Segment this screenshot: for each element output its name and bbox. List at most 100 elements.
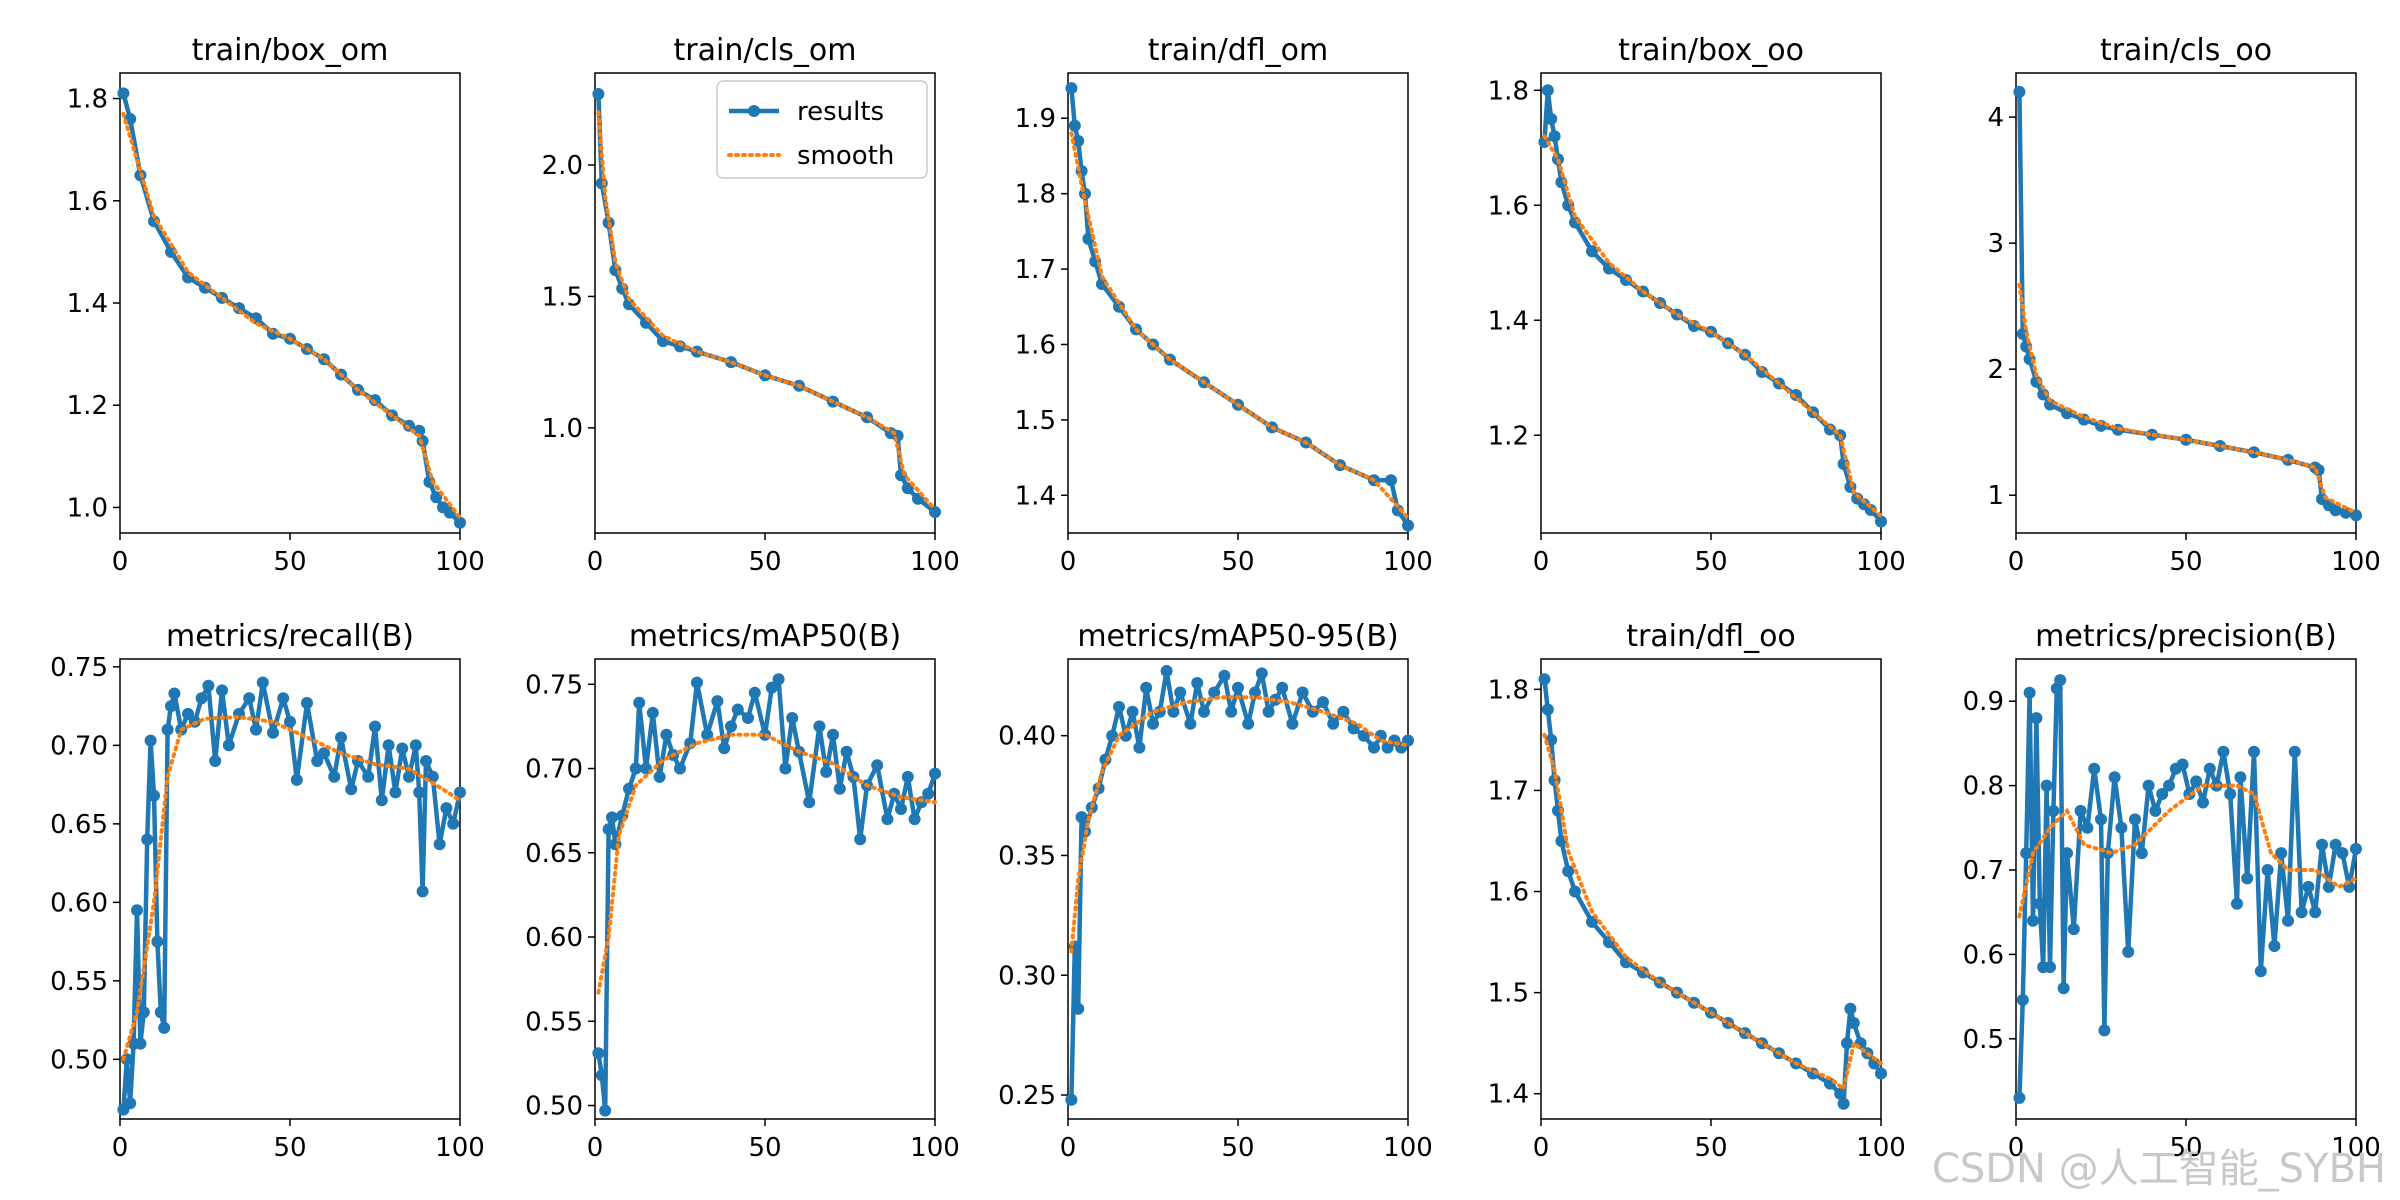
chart-title: train/cls_om bbox=[674, 33, 857, 68]
results-point bbox=[2057, 982, 2070, 995]
results-point bbox=[929, 506, 941, 518]
results-point bbox=[1834, 1087, 1847, 1100]
results-point bbox=[2074, 804, 2087, 817]
x-tick-label: 0 bbox=[112, 547, 129, 577]
results-point bbox=[881, 813, 894, 826]
x-tick-label: 0 bbox=[587, 547, 604, 577]
results-point bbox=[1837, 1097, 1850, 1110]
chart-title: train/dfl_om bbox=[1148, 33, 1328, 68]
results-point bbox=[416, 885, 429, 898]
results-point bbox=[1347, 722, 1360, 735]
y-tick-label: 1.8 bbox=[67, 85, 108, 115]
results-point bbox=[369, 394, 381, 407]
y-tick-label: 1.5 bbox=[1015, 406, 1056, 436]
results-point bbox=[2275, 847, 2288, 860]
y-tick-label: 2.0 bbox=[542, 151, 583, 181]
smooth-line bbox=[2017, 282, 2358, 515]
smooth-line bbox=[121, 111, 462, 520]
y-tick-label: 0.65 bbox=[50, 810, 108, 840]
results-point bbox=[1357, 729, 1370, 742]
results-point bbox=[1847, 1017, 1860, 1029]
results-point bbox=[1868, 1057, 1881, 1070]
x-tick-label: 0 bbox=[2008, 547, 2025, 577]
x-tick-label: 100 bbox=[1383, 1133, 1433, 1163]
results-point bbox=[182, 707, 194, 720]
smooth-line bbox=[121, 715, 462, 1062]
results-point bbox=[1191, 677, 1204, 689]
results-point bbox=[2309, 906, 2322, 919]
results-point bbox=[1562, 865, 1575, 878]
results-line bbox=[121, 92, 462, 525]
results-point bbox=[1065, 82, 1078, 95]
x-tick-label: 0 bbox=[112, 1133, 129, 1163]
y-tick-label: 1.4 bbox=[1488, 306, 1529, 336]
results-point bbox=[362, 770, 375, 783]
smooth-line bbox=[1069, 131, 1410, 520]
axes-frame bbox=[1540, 72, 1882, 534]
smooth-line bbox=[596, 110, 937, 512]
results-point bbox=[1368, 741, 1380, 754]
results-point bbox=[2098, 1024, 2111, 1037]
y-tick-label: 1.0 bbox=[542, 414, 583, 444]
results-point bbox=[701, 728, 714, 741]
results-point bbox=[2013, 85, 2026, 98]
y-tick-label: 0.50 bbox=[525, 1092, 583, 1122]
y-tick-label: 0.70 bbox=[50, 731, 108, 761]
results-point bbox=[2190, 775, 2203, 788]
results-point bbox=[922, 787, 935, 800]
results-point bbox=[311, 755, 324, 767]
y-tick-label: 0.9 bbox=[1963, 687, 2004, 717]
y-tick-label: 1.7 bbox=[1015, 255, 1056, 285]
results-point bbox=[1140, 681, 1153, 694]
results-point bbox=[2180, 433, 2192, 446]
panel-train-dfl-oo: train/dfl_oo 0 50 100 1.4 1.5 1.6 1.7 1.8 bbox=[1488, 619, 1906, 1163]
results-line bbox=[2017, 91, 2357, 518]
results-point bbox=[1072, 134, 1085, 147]
results-point bbox=[2248, 745, 2260, 758]
y-tick-label: 0.60 bbox=[50, 888, 108, 918]
results-point bbox=[2203, 762, 2216, 775]
results-point bbox=[2234, 771, 2247, 784]
results-point bbox=[1113, 700, 1125, 713]
results-point bbox=[1262, 705, 1275, 718]
x-tick-label: 50 bbox=[2169, 1133, 2202, 1163]
results-point bbox=[1276, 681, 1289, 694]
results-point bbox=[389, 786, 402, 799]
results-point bbox=[623, 298, 635, 311]
x-tick-label: 100 bbox=[910, 1133, 960, 1163]
legend-results-marker bbox=[748, 105, 760, 117]
y-tick-label: 1 bbox=[1987, 481, 2004, 511]
results-point bbox=[2231, 897, 2243, 910]
results-line bbox=[1542, 678, 1883, 1107]
results-point bbox=[420, 755, 432, 767]
results-point bbox=[599, 1104, 612, 1117]
x-tick-label: 0 bbox=[1060, 1133, 1077, 1163]
y-tick-label: 0.7 bbox=[1963, 856, 2004, 886]
results-point bbox=[2302, 880, 2315, 893]
results-point bbox=[833, 782, 846, 795]
x-tick-label: 50 bbox=[2169, 547, 2202, 577]
results-point bbox=[602, 823, 615, 836]
results-point bbox=[1147, 717, 1159, 730]
results-point bbox=[871, 759, 884, 772]
results-point bbox=[1218, 669, 1231, 682]
results-point bbox=[1327, 717, 1340, 730]
y-tick-label: 3 bbox=[1987, 229, 2004, 259]
axes-frame bbox=[119, 72, 461, 534]
results-point bbox=[243, 692, 256, 705]
results-point bbox=[2214, 440, 2226, 452]
results-point bbox=[1255, 667, 1268, 680]
y-tick-label: 1.6 bbox=[1488, 878, 1529, 908]
y-tick-label: 0.30 bbox=[998, 961, 1056, 991]
chart-title: train/box_oo bbox=[1618, 33, 1804, 68]
results-point bbox=[144, 734, 157, 747]
y-tick-label: 1.4 bbox=[1488, 1080, 1529, 1110]
y-tick-label: 0.25 bbox=[998, 1081, 1056, 1111]
chart-title: metrics/mAP50-95(B) bbox=[1077, 619, 1398, 654]
results-point bbox=[2030, 712, 2043, 725]
y-tick-label: 1.6 bbox=[1488, 191, 1529, 221]
x-tick-label: 100 bbox=[435, 1133, 485, 1163]
results-point bbox=[335, 731, 347, 744]
results-point bbox=[901, 770, 914, 783]
results-point bbox=[131, 904, 143, 917]
